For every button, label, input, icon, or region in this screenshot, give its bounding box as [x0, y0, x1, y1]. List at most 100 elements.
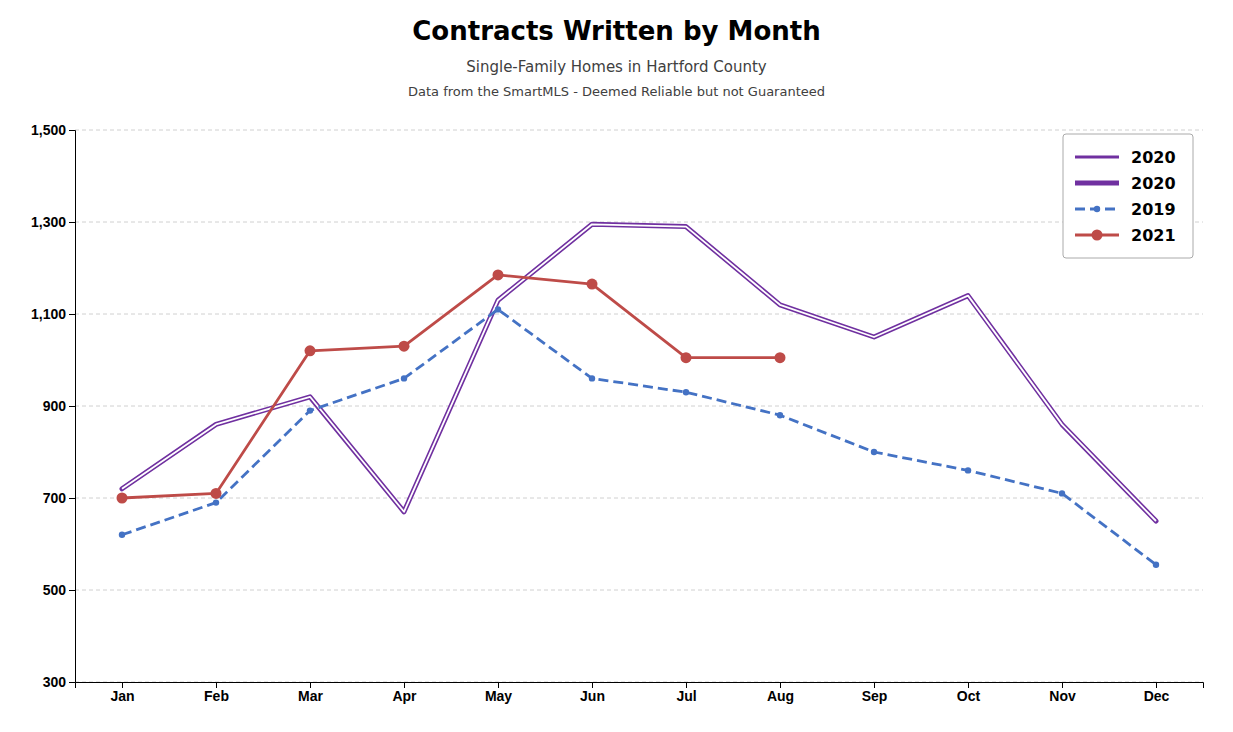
legend-item: 2021 [1075, 226, 1176, 245]
marker [777, 412, 783, 418]
series [117, 269, 786, 503]
y-tick: 300 [43, 674, 75, 690]
marker [401, 375, 407, 381]
line-inner [122, 224, 1156, 521]
line [122, 224, 1156, 521]
y-tick-mark [69, 406, 75, 407]
marker [305, 345, 316, 356]
x-axis: Jan Feb Mar Apr May Jun Jul Aug Sep Oct Nov Dec [76, 682, 1204, 704]
legend-marker [1092, 230, 1103, 241]
plot-area: Jan Feb Mar Apr May Jun Jul Aug Sep Oct Nov Dec 300 5… [31, 122, 1204, 704]
marker [211, 488, 222, 499]
grid-line [75, 222, 1203, 223]
y-tick-label: 900 [43, 398, 67, 414]
x-tick: Aug [767, 682, 794, 704]
x-tick-label: Apr [392, 688, 417, 704]
chart: Contracts Written by Month Single-Family … [0, 0, 1233, 732]
legend-box [1063, 134, 1193, 258]
marker [493, 269, 504, 280]
x-tick-label: Jan [110, 688, 134, 704]
grid-line [75, 498, 1203, 499]
grid [75, 130, 1203, 682]
grid-line [75, 130, 1203, 131]
y-tick-label: 1,100 [31, 306, 66, 322]
y-axis-line [69, 131, 76, 683]
legend-item: 2020 [1075, 174, 1176, 193]
y-tick-mark [69, 590, 75, 591]
marker [495, 306, 501, 312]
y-tick: 1,300 [31, 214, 75, 230]
y-tick-mark [69, 222, 75, 223]
x-tick: Sep [862, 682, 888, 704]
y-tick-label: 300 [43, 674, 67, 690]
y-tick-mark [69, 498, 75, 499]
legend-label: 2019 [1131, 200, 1176, 219]
x-tick: Nov [1049, 682, 1076, 704]
y-tick: 1,500 [31, 122, 75, 138]
x-tick: Oct [957, 682, 981, 704]
marker [589, 375, 595, 381]
marker [683, 389, 689, 395]
x-tick-label: Feb [204, 688, 229, 704]
legend: 2020 2020 2019 2021 [1063, 134, 1193, 258]
x-tick-label: Sep [862, 688, 888, 704]
title: Contracts Written by Month [412, 16, 820, 46]
marker [871, 449, 877, 455]
x-tick-label: Jul [676, 688, 696, 704]
y-tick: 700 [43, 490, 75, 506]
y-tick-label: 700 [43, 490, 67, 506]
x-tick-label: Mar [298, 688, 323, 704]
series [119, 306, 1159, 568]
y-tick-mark [69, 314, 75, 315]
line [122, 309, 1156, 564]
marker [399, 341, 410, 352]
x-tick-label: Oct [957, 688, 981, 704]
subtitle: Data from the SmartMLS - Deemed Reliable… [408, 84, 825, 99]
marker [119, 532, 125, 538]
marker [1059, 490, 1065, 496]
line [122, 275, 780, 498]
x-tick-label: Jun [580, 688, 605, 704]
grid-line [75, 590, 1203, 591]
y-tick-mark [69, 130, 75, 131]
legend-label: 2020 [1131, 174, 1176, 193]
x-tick-label: May [485, 688, 512, 704]
marks [117, 224, 1160, 568]
x-tick: Jan [110, 682, 134, 704]
y-tick-label: 1,300 [31, 214, 66, 230]
legend-item: 2020 [1075, 148, 1176, 167]
series [122, 224, 1156, 521]
x-tick: Mar [298, 682, 323, 704]
marker [681, 352, 692, 363]
y-tick: 900 [43, 398, 75, 414]
y-tick: 1,100 [31, 306, 75, 322]
marker [775, 352, 786, 363]
x-tick: Jul [676, 682, 696, 704]
grid-line [75, 314, 1203, 315]
y-axis: 300 500 700 900 1,100 1,300 1,500 [31, 122, 76, 690]
x-tick: Apr [392, 682, 417, 704]
y-tick: 500 [43, 582, 75, 598]
y-tick-label: 500 [43, 582, 67, 598]
y-tick-mark [69, 682, 75, 683]
legend-swatch [1075, 156, 1119, 159]
line [122, 224, 1156, 521]
x-tick: Feb [204, 682, 229, 704]
grid-line [75, 406, 1203, 407]
x-tick-label: Aug [767, 688, 794, 704]
legend-swatch [1075, 181, 1119, 186]
subtitle: Single-Family Homes in Hartford County [466, 58, 767, 76]
marker [213, 499, 219, 505]
marker [1153, 562, 1159, 568]
x-axis-line [76, 683, 1204, 689]
x-tick-label: Dec [1144, 688, 1170, 704]
x-tick-label: Nov [1049, 688, 1076, 704]
x-tick: May [485, 682, 512, 704]
x-tick: Dec [1144, 682, 1170, 704]
legend-label: 2021 [1131, 226, 1176, 245]
marker [965, 467, 971, 473]
marker [117, 493, 128, 504]
y-tick-label: 1,500 [31, 122, 66, 138]
marker [587, 279, 598, 290]
series [122, 224, 1156, 521]
